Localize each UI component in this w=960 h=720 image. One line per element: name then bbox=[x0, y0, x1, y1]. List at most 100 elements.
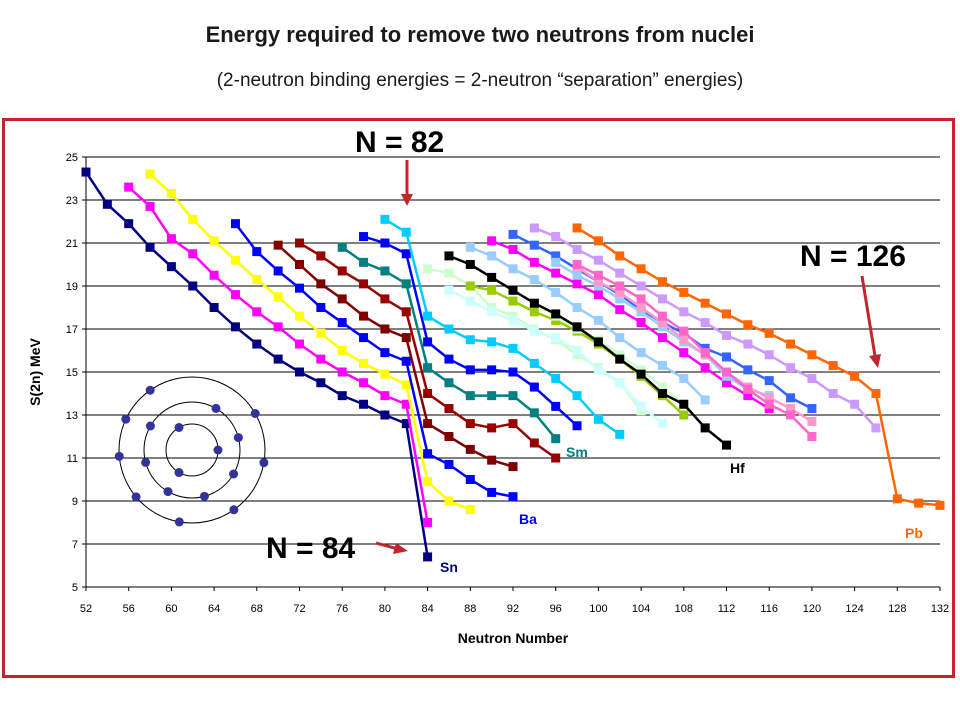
data-point bbox=[764, 393, 774, 403]
atom-shells-icon bbox=[118, 376, 266, 524]
data-point bbox=[615, 251, 625, 261]
series-line bbox=[384, 218, 621, 436]
series-ba bbox=[230, 219, 518, 502]
data-point bbox=[551, 373, 561, 383]
series-1 bbox=[124, 182, 433, 527]
data-point bbox=[786, 404, 796, 414]
data-point bbox=[529, 438, 539, 448]
series-10 bbox=[444, 285, 667, 429]
y-tick-label: 15 bbox=[66, 367, 78, 379]
data-point bbox=[124, 219, 134, 229]
data-point bbox=[615, 281, 625, 291]
data-point bbox=[380, 294, 390, 304]
data-point bbox=[487, 391, 497, 401]
n82-label: N = 82 bbox=[355, 126, 444, 159]
data-point bbox=[636, 264, 646, 274]
data-point bbox=[188, 214, 198, 224]
data-point bbox=[380, 214, 390, 224]
data-point bbox=[657, 382, 667, 392]
series-2 bbox=[145, 169, 475, 515]
data-point bbox=[722, 352, 731, 362]
data-point bbox=[657, 389, 667, 398]
data-point bbox=[209, 270, 219, 280]
data-point bbox=[679, 335, 689, 345]
data-point bbox=[551, 434, 561, 444]
data-point bbox=[615, 294, 625, 304]
x-tick-label: 112 bbox=[718, 603, 736, 615]
x-tick-label: 52 bbox=[80, 603, 92, 615]
data-point bbox=[295, 283, 304, 293]
data-point bbox=[124, 182, 134, 192]
data-point bbox=[636, 303, 646, 312]
data-point bbox=[657, 311, 667, 321]
data-point bbox=[487, 337, 497, 347]
x-tick-label: 64 bbox=[208, 603, 220, 615]
data-point bbox=[359, 399, 369, 409]
data-point bbox=[337, 266, 347, 276]
data-point bbox=[593, 315, 603, 325]
data-point bbox=[593, 277, 603, 287]
data-point bbox=[316, 354, 326, 364]
data-point bbox=[508, 367, 518, 377]
data-point bbox=[337, 367, 347, 377]
nucleon-dot bbox=[131, 492, 141, 502]
data-point bbox=[188, 249, 198, 259]
data-point bbox=[529, 358, 539, 368]
data-point bbox=[380, 369, 390, 379]
data-point bbox=[551, 453, 561, 463]
series-label-sm: Sm bbox=[566, 444, 588, 460]
data-point bbox=[487, 236, 497, 246]
series-label-hf: Hf bbox=[730, 460, 745, 476]
data-point bbox=[636, 348, 646, 358]
data-point bbox=[166, 262, 176, 272]
data-point bbox=[444, 251, 454, 261]
data-point bbox=[273, 354, 283, 364]
data-point bbox=[636, 401, 646, 411]
data-point bbox=[487, 251, 497, 261]
data-point bbox=[615, 429, 625, 439]
data-point bbox=[508, 264, 518, 274]
y-tick-label: 17 bbox=[66, 324, 78, 336]
data-point bbox=[444, 268, 454, 278]
data-point bbox=[572, 421, 582, 431]
data-point bbox=[295, 339, 304, 349]
series-20 bbox=[572, 260, 817, 441]
data-point bbox=[700, 348, 710, 358]
data-point bbox=[508, 229, 518, 239]
data-point bbox=[743, 365, 753, 375]
data-point bbox=[743, 391, 753, 401]
x-axis-label: Neutron Number bbox=[458, 630, 569, 646]
data-point bbox=[892, 494, 902, 504]
series-line bbox=[149, 173, 471, 511]
data-point bbox=[337, 318, 347, 328]
x-tick-label: 96 bbox=[550, 603, 562, 615]
data-point bbox=[828, 389, 838, 398]
data-point bbox=[657, 277, 667, 287]
data-point bbox=[380, 266, 390, 276]
series-8 bbox=[380, 214, 625, 439]
data-point bbox=[807, 432, 817, 441]
data-point bbox=[273, 322, 283, 332]
series-sm bbox=[337, 242, 561, 444]
data-point bbox=[743, 384, 753, 394]
data-point bbox=[786, 410, 796, 420]
data-point bbox=[593, 236, 603, 246]
data-point bbox=[401, 356, 411, 366]
data-point bbox=[807, 404, 817, 414]
data-point bbox=[295, 238, 304, 248]
nucleon-dot bbox=[233, 433, 243, 443]
data-point bbox=[722, 367, 731, 377]
data-point bbox=[551, 251, 561, 261]
atom-nucleons bbox=[114, 385, 269, 527]
data-point bbox=[508, 285, 518, 295]
data-point bbox=[657, 361, 667, 371]
data-point bbox=[551, 268, 561, 278]
data-point bbox=[529, 275, 539, 285]
data-point bbox=[508, 296, 518, 306]
data-point bbox=[423, 337, 433, 347]
data-point bbox=[423, 311, 433, 321]
data-point bbox=[273, 292, 283, 302]
data-point bbox=[465, 391, 475, 401]
nucleon-dot bbox=[163, 487, 173, 497]
data-point bbox=[359, 257, 369, 267]
